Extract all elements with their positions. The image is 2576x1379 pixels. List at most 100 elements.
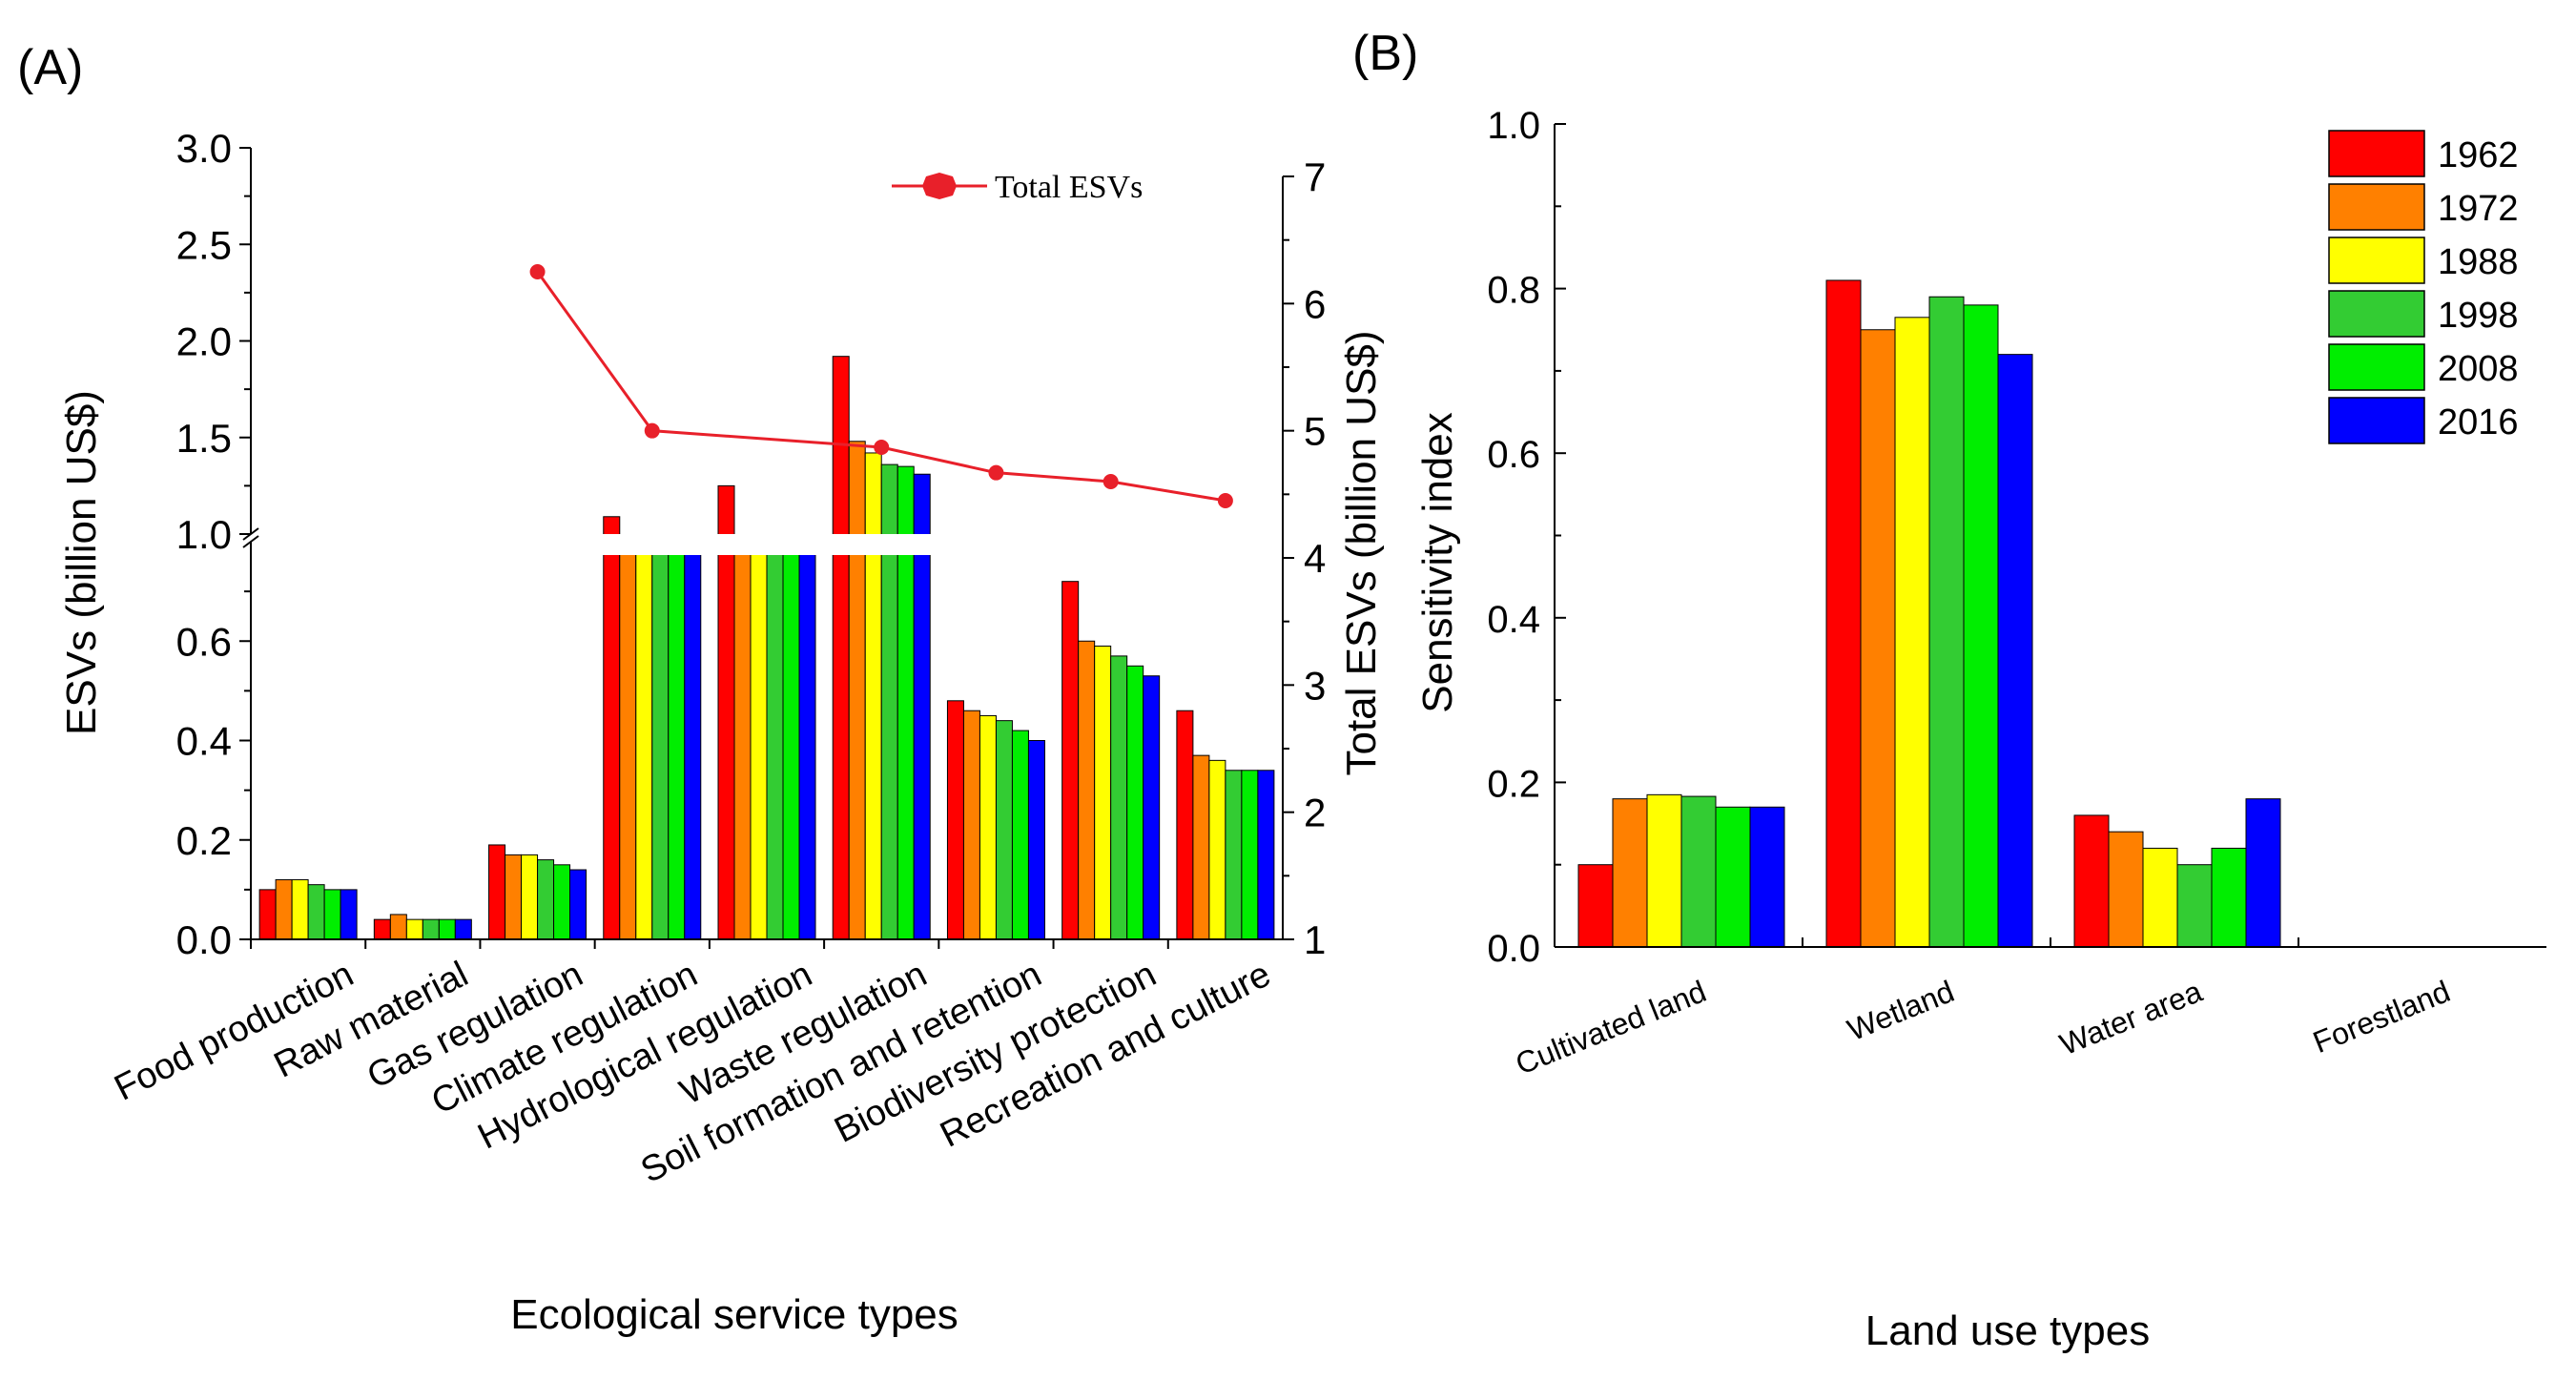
legend-swatch-1998 <box>2328 290 2425 338</box>
y-tick-label: 3.0 <box>176 126 232 171</box>
bar-water-area-1998 <box>2176 864 2213 948</box>
bar-biodiversity-protection-1962 <box>1061 581 1080 940</box>
y-tick-label: 0.2 <box>176 818 232 863</box>
bar-cultivated-land-1972 <box>1612 798 1648 948</box>
bar-wetland-2008 <box>1963 304 1999 948</box>
total-esv-point-recreation-and-culture <box>1217 493 1233 508</box>
bar-food-production-1988 <box>291 878 309 940</box>
bar-hydrological-regulation-2016 <box>798 543 816 940</box>
panel-a-y-axis-title: ESVs (billion US$) <box>58 390 105 735</box>
bar-hydrological-regulation-1988 <box>750 543 768 940</box>
panel-b-legend: 1962 1972 1988 1998 2008 2016 <box>2328 130 2519 444</box>
y-tick-label: 1.0 <box>1487 105 1540 147</box>
x-tick-label-water-area: Water area <box>2055 974 2207 1061</box>
panel-a-legend: Total ESVs <box>892 170 1143 205</box>
bar-recreation-and-culture-1998 <box>1225 770 1243 940</box>
bar-gas-regulation-1972 <box>505 854 523 940</box>
y2-tick-label: 7 <box>1304 154 1326 199</box>
bar-water-area-1988 <box>2142 847 2178 948</box>
bar-food-production-2008 <box>323 889 341 940</box>
bar-food-production-1962 <box>258 889 277 940</box>
y-tick-label: 1.0 <box>176 512 232 557</box>
bar-recreation-and-culture-2016 <box>1257 770 1275 940</box>
bar-water-area-2016 <box>2245 798 2281 948</box>
y-tick-label: 0.6 <box>176 619 232 664</box>
bar-gas-regulation-2016 <box>569 869 587 940</box>
bar-cultivated-land-2016 <box>1749 806 1785 948</box>
y-tick-label: 0.0 <box>1487 928 1540 970</box>
bar-soil-formation-and-retention-1988 <box>979 714 997 940</box>
panel-b-y-axis-title: Sensitivity index <box>1414 412 1461 712</box>
bar-cultivated-land-1988 <box>1646 793 1682 948</box>
total-esv-point-waste-regulation <box>874 440 890 455</box>
y-tick-label: 0.0 <box>176 917 232 962</box>
bar-soil-formation-and-retention-1998 <box>995 720 1013 940</box>
bar-raw-material-2008 <box>438 918 456 940</box>
total-esv-polyline <box>536 271 1226 503</box>
bar-water-area-2008 <box>2211 847 2247 948</box>
bar-hydrological-regulation-2008 <box>782 543 800 940</box>
panel-b-y-ticks: 0.0 0.2 0.4 0.6 0.8 1.0 <box>1487 105 1566 970</box>
panel-b-x-axis-title: Land use types <box>1865 1307 2150 1354</box>
bar-raw-material-1988 <box>405 918 423 940</box>
bar-water-area-1972 <box>2108 831 2144 948</box>
y2-tick-label: 4 <box>1304 536 1326 581</box>
bar-waste-regulation-1972 <box>848 441 866 940</box>
bar-biodiversity-protection-1998 <box>1110 655 1128 940</box>
y2-tick-label: 6 <box>1304 281 1326 326</box>
bar-cultivated-land-1962 <box>1577 864 1614 948</box>
bar-climate-regulation-2016 <box>684 546 702 940</box>
axis-break-band <box>247 534 1287 555</box>
legend-swatch-1962 <box>2328 130 2425 177</box>
bar-waste-regulation-1988 <box>864 452 882 940</box>
bar-recreation-and-culture-1988 <box>1208 759 1226 940</box>
legend-swatch-1988 <box>2328 237 2425 284</box>
bar-hydrological-regulation-1972 <box>733 543 752 940</box>
panel-a-y2-ticks: 1 2 3 4 5 6 7 <box>1283 154 1326 962</box>
panel-a-bars <box>247 356 1287 940</box>
legend-label-2016: 2016 <box>2438 402 2519 443</box>
bar-biodiversity-protection-2016 <box>1143 675 1161 940</box>
panel-a-y-ticks: 0.0 0.2 0.4 0.6 1.0 1.5 2.0 2.5 3.0 <box>176 126 251 962</box>
panel-a-y2-axis-title: Total ESVs (billion US$) <box>1338 330 1385 775</box>
y2-tick-label: 5 <box>1304 409 1326 454</box>
total-esv-point-soil-formation-and-retention <box>988 464 1004 481</box>
bar-food-production-1972 <box>275 878 293 940</box>
legend-marker-icon <box>922 173 957 199</box>
y2-tick-label: 3 <box>1304 663 1326 708</box>
y-tick-label: 2.5 <box>176 222 232 267</box>
bar-climate-regulation-1972 <box>619 543 637 940</box>
y2-tick-label: 1 <box>1304 917 1326 962</box>
y-tick-label: 1.5 <box>176 416 232 461</box>
bar-wetland-1972 <box>1860 329 1896 948</box>
total-esv-point-gas-regulation <box>529 264 546 279</box>
total-esv-point-climate-regulation <box>644 422 660 439</box>
legend-swatch-2016 <box>2328 397 2425 444</box>
bar-soil-formation-and-retention-2008 <box>1011 730 1029 940</box>
panel-a-label: (A) <box>17 40 83 95</box>
total-esv-line <box>529 264 1233 508</box>
bar-climate-regulation-2008 <box>668 543 686 940</box>
bar-soil-formation-and-retention-2016 <box>1027 740 1045 940</box>
y-tick-label: 0.2 <box>1487 763 1540 805</box>
y2-tick-label: 2 <box>1304 791 1326 835</box>
legend-label-total-esvs: Total ESVs <box>995 170 1143 205</box>
bar-raw-material-1962 <box>373 918 391 940</box>
bar-recreation-and-culture-2008 <box>1241 770 1259 940</box>
legend-swatch-2008 <box>2328 343 2425 391</box>
bar-gas-regulation-1988 <box>521 854 539 940</box>
bar-water-area-1962 <box>2073 814 2110 948</box>
y-tick-label: 2.0 <box>176 319 232 364</box>
x-tick-label-wetland: Wetland <box>1843 974 1959 1047</box>
bar-climate-regulation-1962 <box>603 516 621 940</box>
panel-b-label: (B) <box>1352 26 1418 81</box>
bar-raw-material-1972 <box>389 914 407 940</box>
legend-label-1972: 1972 <box>2438 189 2519 229</box>
legend-label-1998: 1998 <box>2438 296 2519 336</box>
x-tick-label-cultivated-land: Cultivated land <box>1511 974 1711 1081</box>
legend-label-1988: 1988 <box>2438 242 2519 282</box>
bar-gas-regulation-1998 <box>537 859 555 940</box>
bar-food-production-2016 <box>340 889 358 940</box>
legend-label-2008: 2008 <box>2438 349 2519 389</box>
